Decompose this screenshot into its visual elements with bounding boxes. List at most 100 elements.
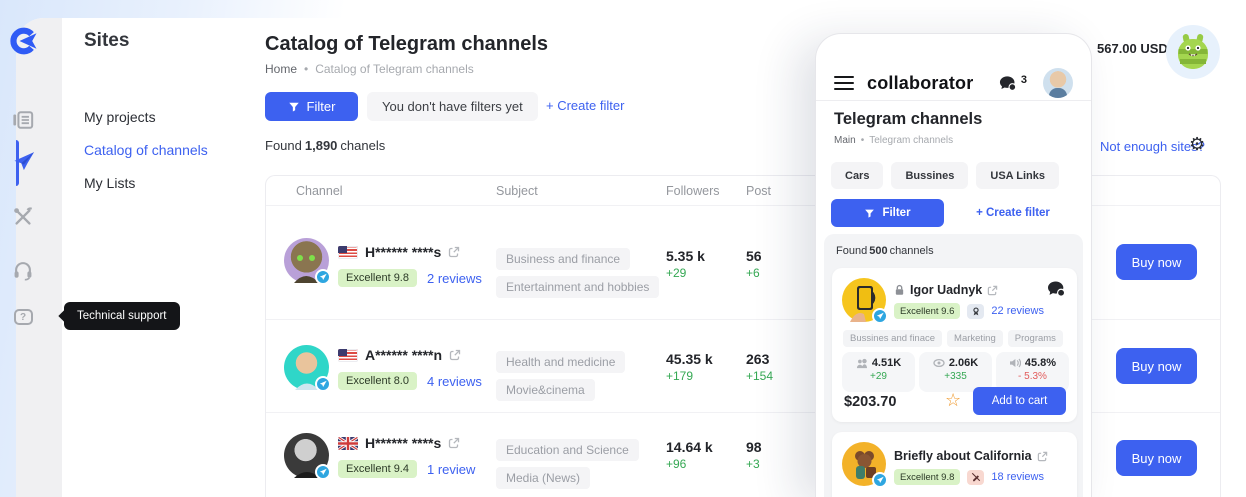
restriction-badge-icon (967, 469, 985, 485)
engagement-icon (1009, 358, 1021, 368)
avatar-photo (850, 286, 873, 322)
external-link-icon[interactable] (987, 285, 998, 296)
subject-tag: Entertainment and hobbies (496, 276, 660, 298)
reviews-link[interactable]: 1 review (426, 461, 476, 477)
tab-usa-links[interactable]: USA Links (976, 162, 1059, 189)
channel-name[interactable]: A****** ****n (365, 347, 443, 363)
chat-bubble-icon[interactable] (1046, 279, 1067, 299)
chat-button[interactable]: 3 (998, 74, 1027, 93)
column-header-posts: Post (746, 184, 772, 198)
sidebar-item-catalog-of-channels[interactable]: Catalog of channels (84, 142, 208, 158)
funnel-icon (288, 102, 299, 112)
channel-avatar (284, 238, 331, 285)
settings-gear-icon[interactable]: ⚙ (1189, 134, 1206, 155)
channel-name[interactable]: H****** ****s (365, 244, 442, 260)
sidebar-item-my-lists[interactable]: My Lists (84, 175, 136, 191)
mascot-avatar (1166, 25, 1220, 79)
breadcrumb-home[interactable]: Home (265, 62, 298, 76)
favorite-star-icon[interactable]: ☆ (945, 390, 962, 411)
user-avatar[interactable] (1043, 68, 1073, 98)
external-link-icon[interactable] (449, 349, 461, 361)
sidebar-item-channels[interactable] (0, 144, 46, 178)
channel-avatar (842, 278, 888, 324)
posts-delta: +154 (746, 369, 774, 383)
brand-logotype[interactable]: collaborator (867, 72, 974, 93)
channel-name[interactable]: Briefly about California (894, 449, 1032, 463)
stat-value: 2.06K (948, 357, 979, 369)
subject-tag: Bussines and finace (843, 330, 943, 347)
external-link-icon[interactable] (448, 246, 460, 258)
channel-card: Briefly about California Excellent 9.8 1… (832, 432, 1077, 497)
tab-bussines[interactable]: Bussines (891, 162, 969, 189)
tab-cars[interactable]: Cars (831, 162, 884, 189)
sidebar-rail (16, 18, 62, 497)
views-icon (933, 358, 945, 368)
tools-icon (14, 207, 33, 225)
channel-name[interactable]: Igor Uadnyk (910, 283, 983, 297)
breadcrumb: Home • Catalog of Telegram channels (265, 62, 474, 76)
filter-chips: Cars Bussines USA Links (831, 162, 1059, 189)
subject-tag: Media (News) (496, 467, 591, 489)
views-stat: 2.06K +335 (919, 352, 992, 392)
buy-now-button[interactable]: Buy now (1116, 244, 1197, 280)
stat-delta: - 5.3% (1018, 371, 1047, 382)
external-link-icon[interactable] (448, 437, 460, 449)
channel-card: Igor Uadnyk Excellent 9.6 22 reviews Bus… (832, 268, 1077, 422)
buy-now-button[interactable]: Buy now (1116, 440, 1197, 476)
reviews-link[interactable]: 4 reviews (426, 373, 482, 389)
buy-now-button[interactable]: Buy now (1116, 348, 1197, 384)
rating-badge: Excellent 9.6 (894, 303, 961, 319)
add-to-cart-button[interactable]: Add to cart (973, 387, 1066, 415)
sidebar-item-help[interactable]: ? (0, 300, 46, 334)
posts-value: 98 (746, 439, 762, 455)
us-flag-icon (338, 348, 358, 362)
followers-value: 45.35 k (666, 351, 713, 367)
sidebar-title: Sites (84, 30, 130, 51)
sidebar-item-services[interactable] (0, 200, 46, 234)
telegram-badge-icon (315, 269, 331, 285)
filter-button[interactable]: Filter (265, 92, 358, 121)
sidebar-item-support[interactable] (0, 253, 46, 287)
us-flag-icon (338, 245, 358, 259)
avatar-photo (294, 472, 320, 478)
sidebar-item-my-projects[interactable]: My projects (84, 109, 156, 125)
rating-badge: Excellent 9.8 (894, 469, 961, 485)
help-icon: ? (13, 309, 33, 325)
chat-bubble-icon (999, 75, 1017, 91)
subscribers-icon (856, 358, 867, 368)
followers-delta: +29 (666, 266, 687, 280)
mobile-create-filter-button[interactable]: + Create filter (952, 199, 1074, 227)
posts-delta: +3 (746, 457, 760, 471)
sidebar-item-projects[interactable] (0, 103, 46, 137)
reviews-link[interactable]: 2 reviews (426, 270, 482, 286)
breadcrumb-separator: • (304, 62, 309, 76)
external-link-icon[interactable] (1037, 451, 1048, 462)
projects-icon (13, 111, 34, 129)
brand-logo[interactable] (0, 24, 46, 58)
mobile-header: collaborator 3 (834, 68, 1073, 98)
channel-name[interactable]: H****** ****s (365, 435, 442, 451)
subject-tag: Business and finance (496, 248, 631, 270)
column-header-subject: Subject (496, 184, 538, 198)
found-count: 500 (869, 245, 888, 257)
chat-count-badge: 3 (1020, 73, 1027, 86)
channel-avatar (284, 433, 331, 480)
avatar-photo (294, 255, 319, 283)
table-row: H****** ****s Excellent 9.4 1 review Edu… (266, 412, 1220, 497)
mobile-filter-button[interactable]: Filter (831, 199, 944, 227)
mobile-found-line: Found 500 channels (836, 245, 934, 257)
breadcrumb-home[interactable]: Main (834, 135, 856, 146)
breadcrumb-current: Telegram channels (869, 135, 954, 146)
balance-amount[interactable]: 567.00 USD (1097, 41, 1168, 56)
green-monster-icon (1178, 34, 1208, 69)
reviews-link[interactable]: 18 reviews (991, 471, 1044, 483)
subject-tag: Education and Science (496, 439, 639, 461)
price: $203.70 (844, 394, 897, 410)
avatar-photo (295, 383, 319, 390)
hamburger-menu-icon[interactable] (834, 73, 854, 94)
create-filter-link[interactable]: + Create filter (546, 98, 625, 113)
not-enough-sites-link[interactable]: Not enough sites? (1100, 139, 1205, 154)
stat-value: 4.51K (871, 357, 902, 369)
reviews-link[interactable]: 22 reviews (991, 305, 1044, 317)
breadcrumb-separator: • (860, 135, 865, 146)
